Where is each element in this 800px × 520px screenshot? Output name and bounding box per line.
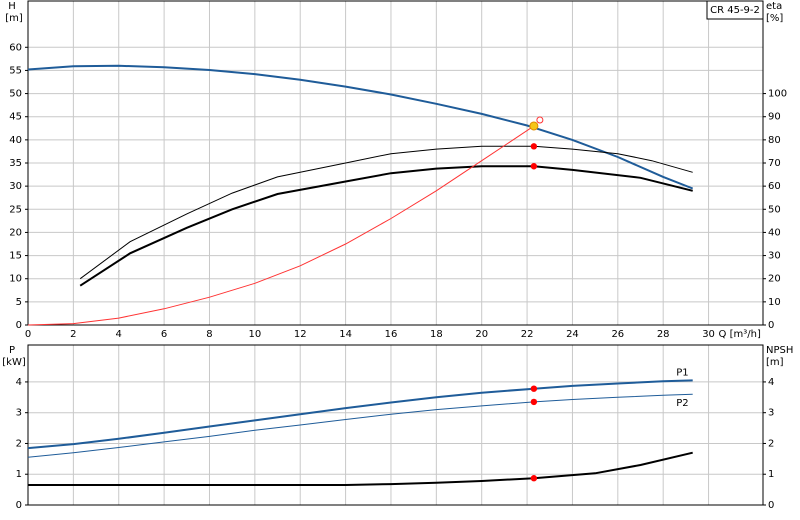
operating-point [530, 475, 538, 482]
curve [27, 125, 535, 326]
y2-axis-unit: [m] [766, 357, 784, 368]
y-tick-label: 30 [9, 181, 22, 192]
y2-tick-label: 10 [768, 297, 781, 308]
x-axis-label: Q [m³/h] [719, 329, 761, 340]
plot-frame [27, 344, 764, 506]
x-tick-label: 30 [702, 329, 715, 340]
plot-frame [27, 0, 764, 326]
y2-tick-label: 70 [768, 158, 781, 169]
x-tick-label: 4 [116, 329, 122, 340]
y-tick-label: 55 [9, 65, 22, 76]
curve [27, 64, 694, 190]
y2-axis-label: eta [766, 1, 782, 12]
y-tick-label: 5 [16, 297, 22, 308]
y2-tick-label: 0 [768, 320, 774, 331]
y-tick-label: 50 [9, 89, 22, 100]
x-tick-label: 10 [248, 329, 261, 340]
operating-point [529, 121, 539, 131]
x-tick-label: 12 [294, 329, 307, 340]
y-tick-label: 0 [16, 320, 22, 331]
operating-point [530, 385, 538, 392]
operating-point [530, 398, 538, 406]
x-tick-label: 8 [206, 329, 212, 340]
y2-tick-label: 3 [768, 408, 774, 419]
y2-tick-label: 50 [768, 204, 781, 215]
y2-tick-label: 80 [768, 135, 781, 146]
x-tick-label: 16 [385, 329, 398, 340]
y2-tick-label: 4 [768, 377, 774, 388]
y-tick-label: 60 [9, 42, 22, 53]
y-tick-label: 15 [9, 251, 22, 262]
y-tick-label: 35 [9, 158, 22, 169]
y-tick-label: 0 [16, 500, 22, 511]
x-tick-label: 18 [430, 329, 443, 340]
y-tick-label: 40 [9, 135, 22, 146]
x-tick-label: 24 [566, 329, 579, 340]
duty-marker [536, 116, 544, 124]
x-tick-label: 26 [611, 329, 624, 340]
x-tick-label: 28 [657, 329, 670, 340]
curve [27, 393, 693, 458]
y-tick-label: 4 [16, 377, 22, 388]
y-tick-label: 10 [9, 274, 22, 285]
y-tick-label: 2 [16, 438, 22, 449]
y-tick-label: 3 [16, 408, 22, 419]
y-tick-label: 25 [9, 204, 22, 215]
operating-point [530, 163, 538, 170]
series-label: P2 [676, 398, 688, 409]
x-tick-label: 22 [521, 329, 534, 340]
y2-tick-label: 20 [768, 274, 781, 285]
y2-axis-label: NPSH [766, 345, 793, 356]
y-axis-label: H [8, 1, 16, 12]
x-tick-label: 0 [25, 329, 31, 340]
curve [28, 451, 693, 486]
series-label: P1 [676, 367, 688, 378]
y2-tick-label: 2 [768, 438, 774, 449]
y2-tick-label: 100 [768, 89, 787, 100]
x-tick-label: 14 [339, 329, 352, 340]
curve [79, 165, 693, 287]
y2-tick-label: 40 [768, 227, 781, 238]
y2-tick-label: 60 [768, 181, 781, 192]
y2-tick-label: 30 [768, 251, 781, 262]
title-box [706, 0, 764, 20]
y-tick-label: 1 [16, 469, 22, 480]
x-tick-label: 6 [161, 329, 167, 340]
y-tick-label: 20 [9, 227, 22, 238]
y2-tick-label: 90 [768, 112, 781, 123]
y-axis-unit: [kW] [2, 357, 26, 368]
curve [79, 145, 693, 280]
x-tick-label: 20 [475, 329, 488, 340]
chart-title: CR 45-9-2 [710, 5, 760, 16]
y-axis-unit: [m] [5, 13, 23, 24]
y2-tick-label: 1 [768, 469, 774, 480]
operating-point [530, 143, 538, 150]
y-axis-label: P [9, 345, 15, 356]
y2-axis-unit: [%] [766, 13, 783, 24]
curve [27, 379, 693, 450]
x-tick-label: 2 [70, 329, 76, 340]
y-tick-label: 45 [9, 112, 22, 123]
y2-tick-label: 0 [768, 500, 774, 511]
